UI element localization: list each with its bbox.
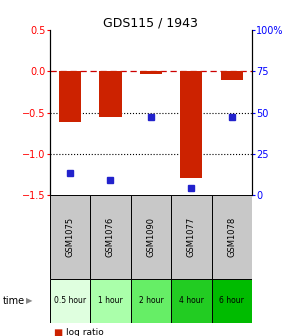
Text: 0.5 hour: 0.5 hour (54, 296, 86, 305)
Bar (140, 72, 162, 74)
Bar (90, 279, 131, 323)
Bar (171, 195, 212, 279)
Text: ■: ■ (53, 328, 62, 336)
Bar (50, 195, 90, 279)
Bar (59, 72, 81, 122)
Bar (50, 279, 90, 323)
Bar (131, 279, 171, 323)
Bar (90, 195, 131, 279)
Text: GSM1078: GSM1078 (227, 217, 236, 257)
Text: ▶: ▶ (26, 296, 33, 305)
Text: 4 hour: 4 hour (179, 296, 204, 305)
Text: GSM1076: GSM1076 (106, 217, 115, 257)
Bar (131, 195, 171, 279)
Bar (212, 195, 252, 279)
Bar (180, 72, 202, 178)
Bar (221, 72, 243, 80)
Text: GSM1075: GSM1075 (66, 217, 74, 257)
Text: GSM1077: GSM1077 (187, 217, 196, 257)
Text: 2 hour: 2 hour (139, 296, 163, 305)
Text: GSM1090: GSM1090 (146, 217, 155, 257)
Text: log ratio: log ratio (66, 328, 104, 336)
Title: GDS115 / 1943: GDS115 / 1943 (103, 16, 198, 29)
Bar (212, 279, 252, 323)
Text: 1 hour: 1 hour (98, 296, 123, 305)
Bar (99, 72, 122, 117)
Bar (171, 279, 212, 323)
Text: time: time (3, 296, 25, 306)
Text: 6 hour: 6 hour (219, 296, 244, 305)
